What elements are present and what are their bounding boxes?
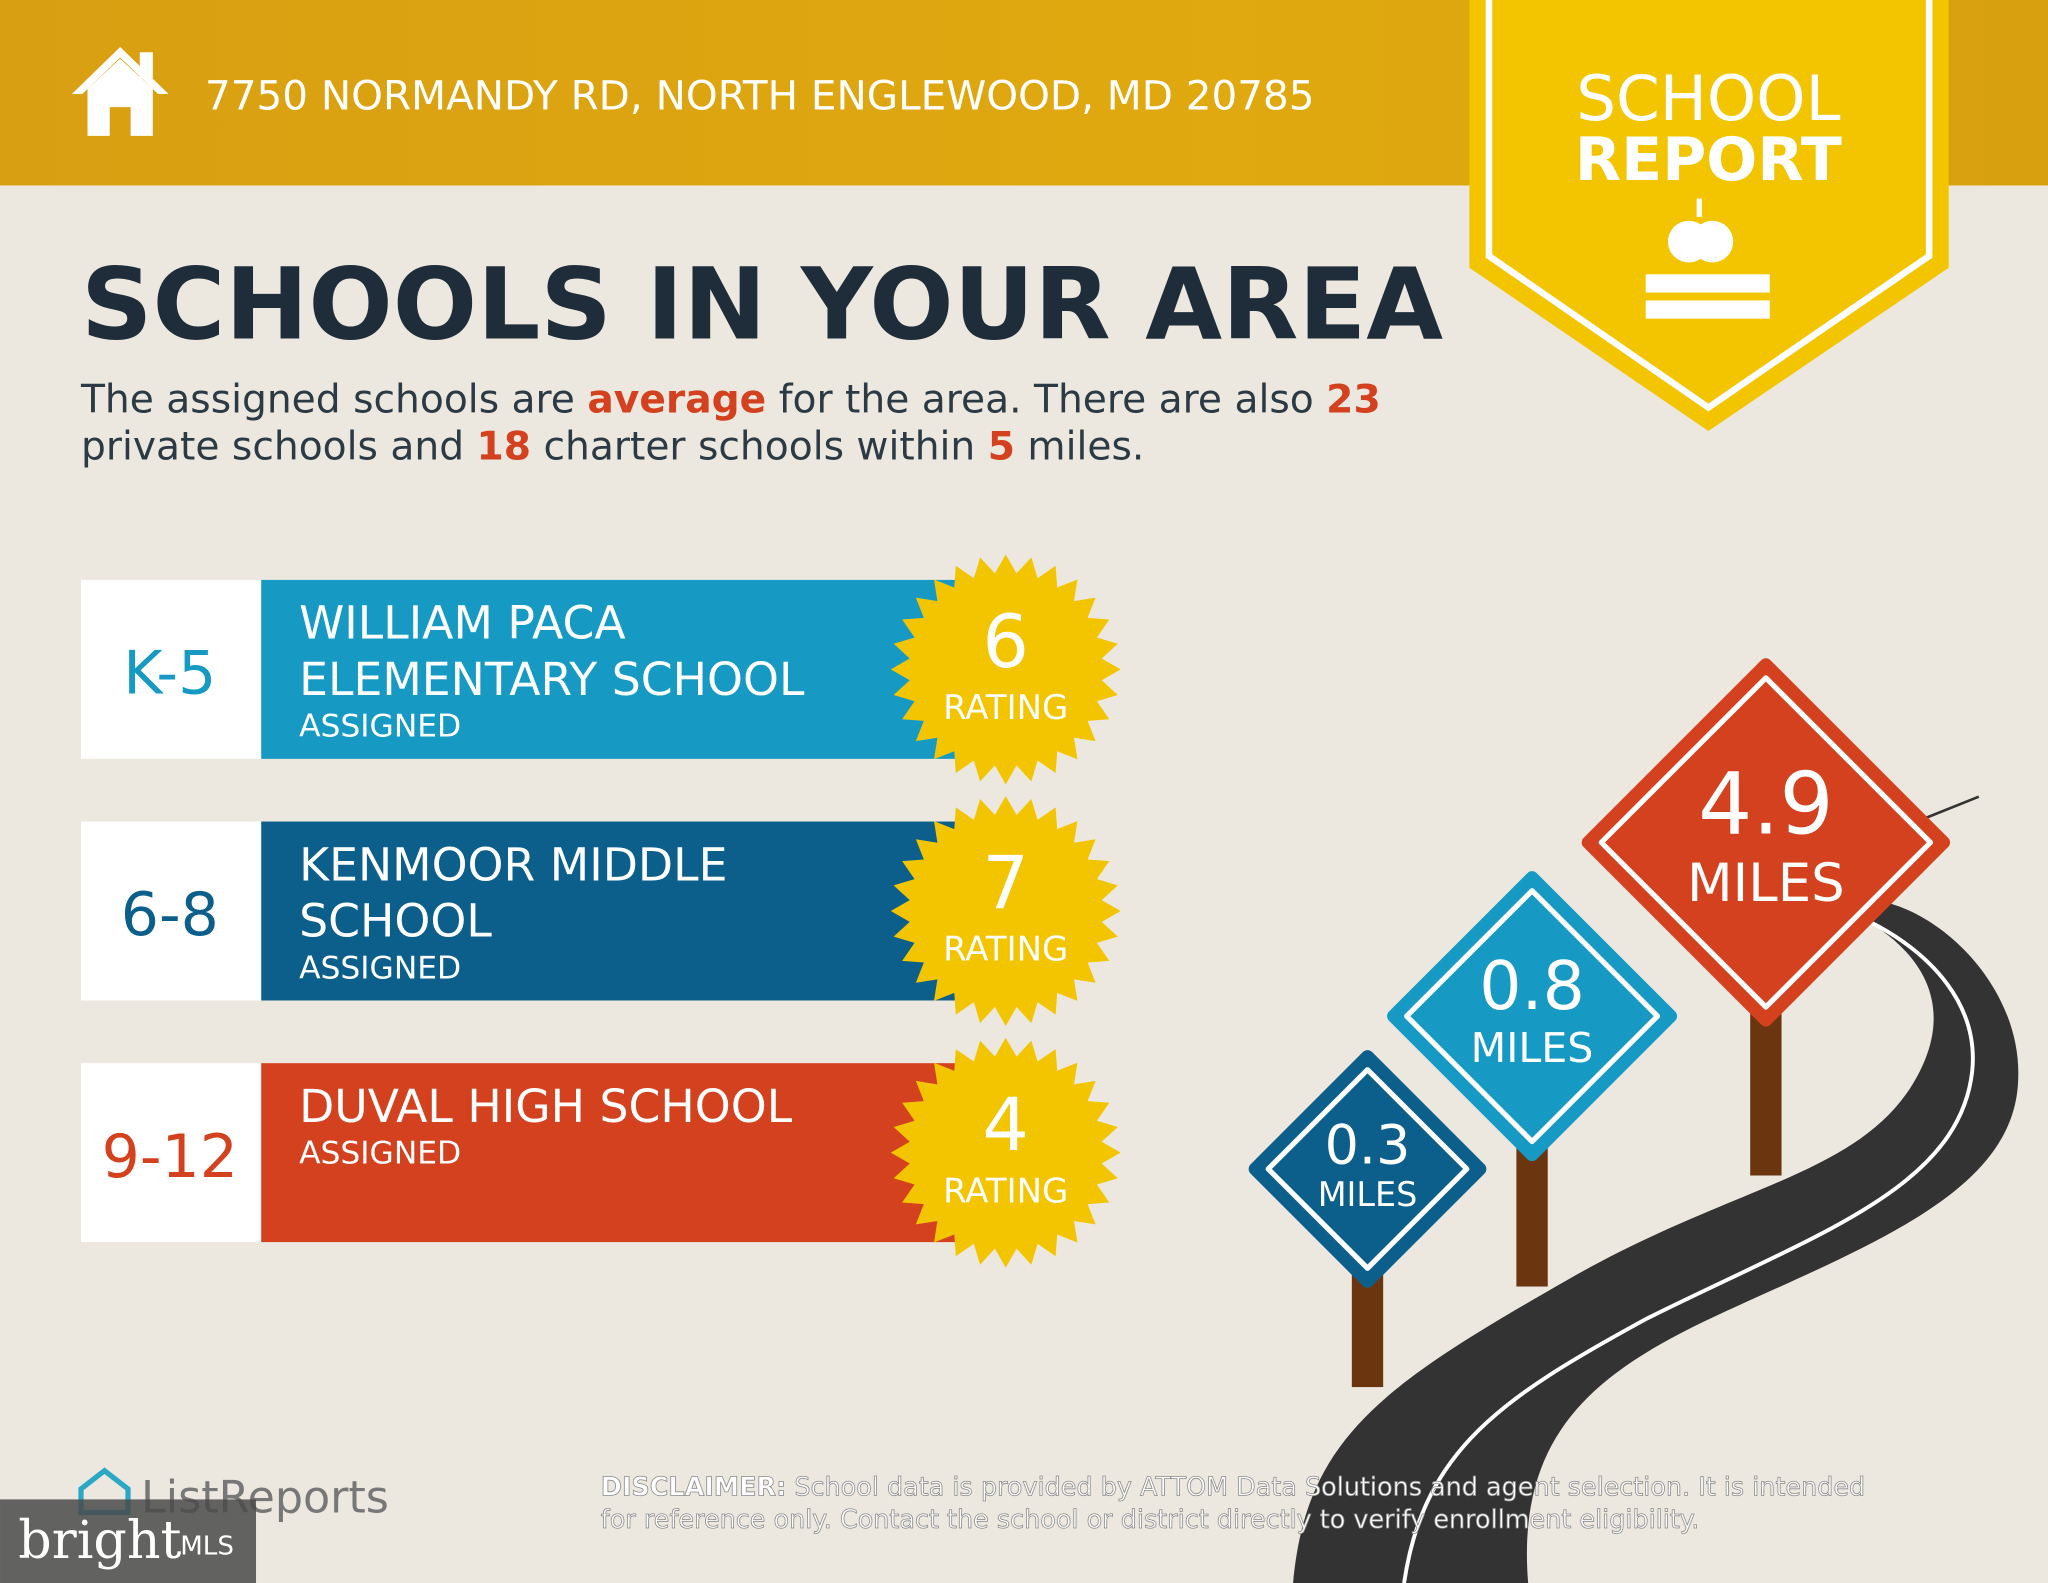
- book-bottom: [1645, 300, 1770, 319]
- summary-line: The assigned schools are average for the…: [80, 378, 1381, 423]
- summary: The assigned schools are average for the…: [80, 378, 1381, 470]
- badge-line1: SCHOOL: [1576, 62, 1840, 135]
- grade-box: [80, 1063, 262, 1243]
- sign-border: [1265, 1067, 1470, 1271]
- home-body: [87, 58, 153, 136]
- home-icon: [71, 47, 169, 136]
- summary-text: The assigned schools are: [80, 378, 587, 423]
- school-name: WILLIAM PACA: [299, 597, 626, 650]
- school-status: ASSIGNED: [299, 1136, 461, 1172]
- disclaimer-text: for reference only. Contact the school o…: [601, 1505, 1700, 1535]
- rating-label: RATING: [943, 688, 1068, 728]
- disclaimer-label: DISCLAIMER:: [601, 1472, 786, 1502]
- summary-text: for the area. There are also: [766, 378, 1326, 423]
- school-bar: [261, 1063, 967, 1243]
- summary-highlight: 23: [1326, 378, 1381, 423]
- sign-face: [1248, 1050, 1487, 1288]
- summary-highlight: 5: [988, 425, 1015, 470]
- summary-line: private schools and 18 charter schools w…: [81, 425, 1144, 470]
- apple-right: [1691, 220, 1734, 263]
- rating-burst: [890, 554, 1121, 785]
- disclaimer-text: School data is provided by ATTOM Data So…: [786, 1472, 1865, 1502]
- watermark-suffix: MLS: [180, 1531, 234, 1561]
- summary-text: private schools and: [81, 425, 477, 470]
- rating-burst: [890, 1037, 1121, 1268]
- sign-border: [1598, 675, 1934, 1010]
- badge-line2: REPORT: [1575, 125, 1842, 195]
- grade: 6-8: [121, 880, 219, 950]
- school-bar: [261, 579, 967, 759]
- distance-unit: MILES: [1471, 1024, 1594, 1072]
- distance-value: 4.9: [1698, 756, 1834, 855]
- road-surface: [1293, 901, 2019, 1583]
- summary-highlight: average: [587, 378, 766, 423]
- title: SCHOOLS IN YOUR AREA: [81, 247, 1443, 362]
- distance-unit: MILES: [1318, 1175, 1418, 1214]
- watermark: bright: [18, 1511, 181, 1571]
- summary-highlight: 18: [477, 425, 532, 470]
- sign-post: [1516, 1141, 1548, 1287]
- rating: 6: [982, 600, 1029, 685]
- watermark-box: [0, 1499, 257, 1583]
- road: [1293, 795, 2019, 1583]
- rating-label: RATING: [943, 930, 1068, 970]
- school-name: DUVAL HIGH SCHOOL: [299, 1080, 793, 1133]
- grade: 9-12: [102, 1122, 238, 1192]
- address: 7750 NORMANDY RD, NORTH ENGLEWOOD, MD 20…: [205, 72, 1314, 120]
- grade-box: [80, 579, 262, 759]
- summary-text: charter schools within: [531, 425, 988, 470]
- home-chimney: [139, 52, 153, 79]
- distance-value: 0.8: [1479, 947, 1585, 1025]
- school-name: ELEMENTARY SCHOOL: [299, 653, 805, 706]
- road-horizon: [1919, 795, 1980, 822]
- disclaimer-line: DISCLAIMER: School data is provided by A…: [601, 1472, 1865, 1502]
- disclaimer-line: for reference only. Contact the school o…: [601, 1505, 1700, 1535]
- grade: K-5: [123, 639, 216, 709]
- disclaimer: DISCLAIMER: School data is provided by A…: [600, 1472, 1865, 1535]
- rating: 4: [982, 1083, 1029, 1168]
- rating-burst: [890, 796, 1121, 1026]
- apple-book-icon: [1645, 198, 1770, 319]
- grade-box: [80, 821, 262, 1001]
- school-status: ASSIGNED: [299, 950, 461, 986]
- sign-face: [1581, 658, 1951, 1027]
- sign-post: [1750, 1007, 1782, 1176]
- book-top: [1645, 274, 1770, 293]
- badge-outline: [1485, 0, 1933, 412]
- school-status: ASSIGNED: [299, 709, 461, 745]
- sign-border: [1404, 888, 1661, 1145]
- school-name: SCHOOL: [299, 894, 492, 947]
- school-name: KENMOOR MIDDLE: [299, 838, 727, 891]
- sign-face: [1387, 871, 1678, 1162]
- summary-text: miles.: [1015, 425, 1144, 470]
- home-roof: [71, 47, 169, 95]
- rating-label: RATING: [943, 1171, 1068, 1211]
- apple-stem: [1696, 198, 1702, 217]
- road-line: [1402, 919, 1975, 1583]
- sign-post: [1351, 1268, 1384, 1388]
- school-bar: [261, 821, 967, 1001]
- rating: 7: [982, 841, 1029, 926]
- distance-value: 0.3: [1325, 1113, 1411, 1176]
- distance-unit: MILES: [1687, 853, 1845, 914]
- badge: SCHOOL REPORT: [1469, 0, 1949, 432]
